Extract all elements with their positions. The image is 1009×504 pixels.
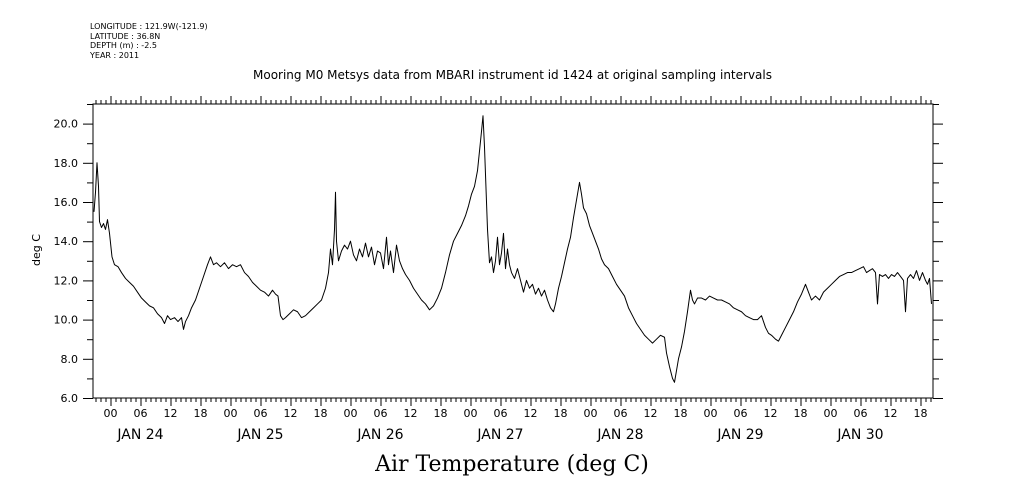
x-hour-label: 12	[404, 407, 418, 420]
x-hour-label: 12	[884, 407, 898, 420]
x-date-label: JAN 24	[116, 427, 163, 443]
x-hour-label: 00	[344, 407, 358, 420]
x-hour-label: 00	[584, 407, 598, 420]
axis-ticks	[83, 96, 943, 406]
x-date-label: JAN 30	[836, 427, 883, 443]
x-hour-label: 06	[374, 407, 388, 420]
x-hour-label: 18	[314, 407, 328, 420]
y-tick-label: 6.0	[61, 392, 79, 405]
plot-frame	[92, 103, 934, 399]
x-hour-label: 06	[254, 407, 268, 420]
x-hour-label: 06	[134, 407, 148, 420]
x-hour-label: 06	[734, 407, 748, 420]
longitude-label: LONGITUDE : 121.9W(-121.9)	[90, 22, 208, 31]
y-tick-label: 8.0	[61, 353, 79, 366]
x-hour-label: 00	[224, 407, 238, 420]
x-hour-label: 00	[704, 407, 718, 420]
depth-label: DEPTH (m) : -2.5	[90, 41, 157, 50]
x-hour-label: 00	[824, 407, 838, 420]
x-axis-label: Air Temperature (deg C)	[375, 452, 649, 477]
chart-title: Mooring M0 Metsys data from MBARI instru…	[253, 68, 772, 82]
x-hour-label: 12	[284, 407, 298, 420]
y-tick-label: 10.0	[54, 314, 79, 327]
x-date-label: JAN 27	[476, 427, 523, 443]
plot-border	[92, 103, 934, 399]
x-hour-label: 00	[104, 407, 118, 420]
x-hour-label: 18	[434, 407, 448, 420]
x-hour-label: 06	[614, 407, 628, 420]
x-date-label: JAN 25	[236, 427, 283, 443]
x-hour-label: 06	[854, 407, 868, 420]
x-date-label: JAN 26	[356, 427, 403, 443]
metadata-block: LONGITUDE : 121.9W(-121.9) LATITUDE : 36…	[90, 22, 208, 60]
x-date-label: JAN 28	[596, 427, 643, 443]
x-date-label: JAN 29	[716, 427, 763, 443]
y-tick-label: 14.0	[54, 235, 79, 248]
x-hour-label: 18	[554, 407, 568, 420]
x-hour-label: 12	[164, 407, 178, 420]
x-hour-label: 18	[674, 407, 688, 420]
y-tick-label: 16.0	[54, 196, 79, 209]
series-layer	[93, 115, 932, 383]
y-tick-label: 20.0	[54, 118, 79, 131]
year-label: YEAR : 2011	[90, 50, 140, 60]
x-hour-label: 12	[524, 407, 538, 420]
x-hour-label: 18	[194, 407, 208, 420]
x-hour-label: 18	[794, 407, 808, 420]
y-axis-label: deg C	[30, 234, 43, 266]
x-hour-label: 18	[914, 407, 928, 420]
axis-labels: 00 06 12 18 00 06 12 18 00 06 12 18 00 06 12 18 00 06 12 18…	[54, 118, 928, 443]
series-line	[93, 115, 932, 383]
y-tick-label: 12.0	[54, 274, 79, 287]
x-hour-label: 12	[764, 407, 778, 420]
x-hour-label: 06	[494, 407, 508, 420]
latitude-label: LATITUDE : 36.8N	[90, 31, 161, 41]
x-hour-label: 12	[644, 407, 658, 420]
y-tick-label: 18.0	[54, 157, 79, 170]
x-hour-label: 00	[464, 407, 478, 420]
